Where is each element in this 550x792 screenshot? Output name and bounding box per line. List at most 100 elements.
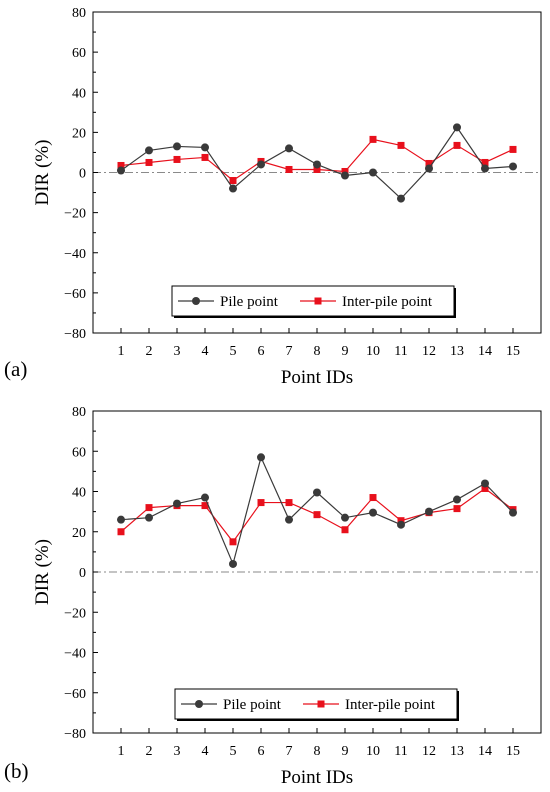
data-point: [509, 162, 517, 171]
x-tick-label: 7: [286, 344, 293, 359]
data-point: [145, 513, 153, 522]
x-tick-label: 15: [506, 744, 520, 759]
data-point: [397, 141, 405, 149]
x-tick-label: 15: [506, 344, 520, 359]
x-tick-label: 8: [314, 744, 321, 759]
data-point: [481, 479, 489, 488]
data-point: [145, 158, 153, 166]
legend-label-inter-pile-point: Inter-pile point: [342, 294, 433, 310]
y-axis-title: DIR (%): [32, 539, 53, 605]
data-point: [425, 164, 433, 173]
x-tick-label: 4: [202, 744, 209, 759]
x-tick-label: 11: [394, 344, 407, 359]
y-tick-label: 40: [72, 486, 86, 501]
data-point: [341, 167, 349, 175]
data-point: [453, 123, 461, 132]
data-point: [173, 499, 181, 508]
data-point: [481, 484, 489, 492]
data-point: [117, 166, 125, 175]
legend-marker-pile-point: [192, 297, 200, 305]
y-tick-label: 20: [72, 126, 86, 141]
data-point: [369, 168, 377, 177]
x-tick-label: 1: [118, 344, 125, 359]
legend-label-inter-pile-point: Inter-pile point: [345, 697, 436, 713]
data-point: [313, 165, 321, 173]
data-point: [369, 135, 377, 143]
x-tick-label: 6: [258, 744, 265, 759]
series-pile-point: [117, 123, 517, 203]
data-point: [201, 143, 209, 152]
y-tick-label: 80: [72, 405, 86, 420]
data-point: [201, 502, 209, 510]
x-tick-label: 9: [342, 744, 349, 759]
legend-marker-inter-pile-point: [317, 700, 325, 708]
data-point: [285, 165, 293, 173]
x-tick-label: 3: [174, 744, 181, 759]
x-tick-label: 1: [118, 744, 125, 759]
data-point: [425, 507, 433, 516]
x-tick-label: 8: [314, 344, 321, 359]
x-tick-label: 2: [146, 744, 153, 759]
data-point: [313, 160, 321, 169]
panel-label: (a): [4, 357, 27, 381]
data-point: [117, 515, 125, 524]
data-point: [453, 505, 461, 513]
data-point: [313, 488, 321, 497]
data-point: [201, 153, 209, 161]
x-tick-label: 5: [230, 744, 237, 759]
data-point: [397, 194, 405, 203]
legend-box: [174, 688, 458, 720]
data-point: [257, 160, 265, 169]
y-axis-title: DIR (%): [32, 140, 53, 206]
x-tick-label: 6: [258, 344, 265, 359]
series-pile-point: [117, 453, 517, 568]
x-tick-label: 3: [174, 344, 181, 359]
data-point: [341, 526, 349, 534]
panel-label: (b): [4, 759, 29, 783]
data-point: [369, 494, 377, 502]
x-tick-label: 14: [478, 344, 492, 359]
x-tick-label: 4: [202, 344, 209, 359]
legend-label-pile-point: Pile point: [220, 294, 279, 310]
data-point: [257, 453, 265, 462]
series-inter-pile-point: [117, 135, 517, 185]
data-point: [481, 158, 489, 166]
data-point: [425, 159, 433, 167]
y-tick-label: 0: [79, 167, 86, 182]
data-point: [145, 504, 153, 512]
legend-marker-pile-point: [195, 700, 203, 708]
data-point: [257, 499, 265, 507]
data-point: [229, 559, 237, 568]
y-tick-label: −20: [64, 606, 86, 621]
y-tick-label: −20: [64, 207, 86, 222]
data-point: [453, 495, 461, 504]
y-tick-label: −60: [64, 287, 86, 302]
data-point: [173, 155, 181, 163]
data-point: [369, 508, 377, 517]
x-axis-title: Point IDs: [281, 367, 353, 388]
x-axis-title: Point IDs: [281, 767, 353, 788]
legend-label-pile-point: Pile point: [223, 697, 282, 713]
x-tick-label: 2: [146, 344, 153, 359]
legend: Pile point Inter-pile point: [174, 688, 459, 721]
y-tick-label: 60: [72, 445, 86, 460]
data-point: [313, 511, 321, 519]
data-point: [117, 528, 125, 536]
y-tick-label: −80: [64, 327, 86, 342]
x-tick-label: 5: [230, 344, 237, 359]
y-tick-label: −40: [64, 647, 86, 662]
data-point: [229, 538, 237, 546]
x-tick-label: 12: [422, 344, 436, 359]
data-point: [397, 520, 405, 529]
y-tick-label: −80: [64, 727, 86, 742]
x-tick-label: 7: [286, 744, 293, 759]
data-point: [341, 513, 349, 522]
y-tick-label: 80: [72, 6, 86, 21]
legend: Pile point Inter-pile point: [171, 285, 456, 318]
y-tick-label: 20: [72, 526, 86, 541]
data-point: [229, 177, 237, 185]
data-point: [509, 508, 517, 517]
